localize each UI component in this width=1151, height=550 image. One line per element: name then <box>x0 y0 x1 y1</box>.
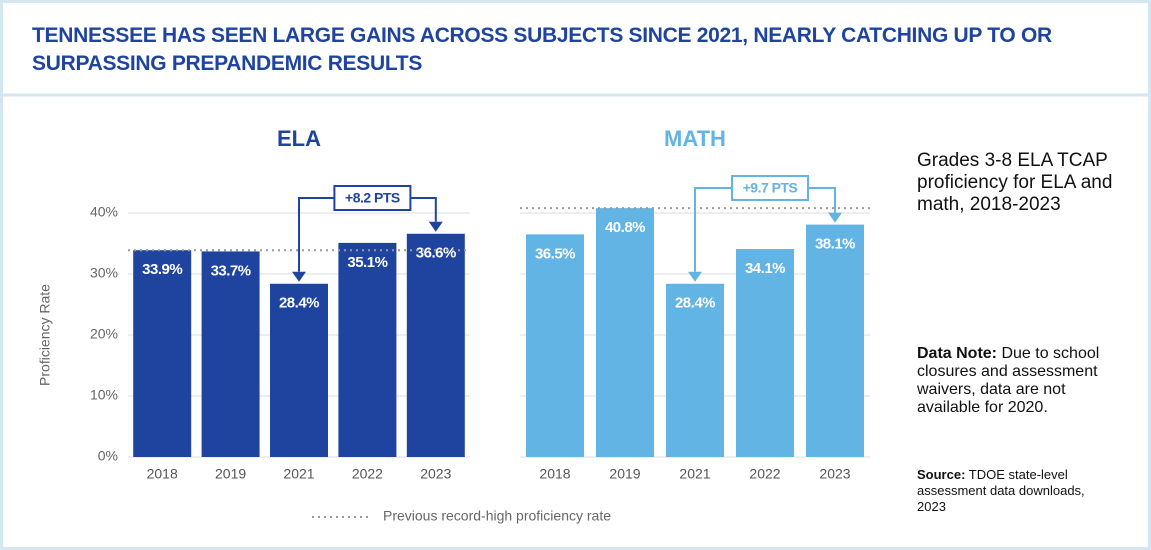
y-tick-label: 10% <box>90 387 118 403</box>
source-text: TDOE state-level assessment data downloa… <box>917 467 1085 514</box>
arrowhead <box>292 271 306 282</box>
value-label: 28.4% <box>279 295 319 312</box>
y-axis-label: Proficiency Rate <box>37 284 53 386</box>
bar <box>806 224 864 457</box>
x-tick-label: 2018 <box>539 466 570 482</box>
source: Source: TDOE state-level assessment data… <box>917 467 1112 515</box>
x-tick-label: 2019 <box>215 466 246 482</box>
bar <box>526 234 584 457</box>
annotation-box <box>333 185 412 211</box>
bar <box>338 242 397 457</box>
x-tick-label: 2021 <box>679 466 710 482</box>
y-tick-label: 20% <box>90 326 118 342</box>
y-tick-label: 0% <box>98 448 118 464</box>
value-label: 36.6% <box>416 245 456 262</box>
bar <box>596 208 654 457</box>
bar <box>666 283 724 457</box>
arrowhead <box>828 212 842 223</box>
value-label: 36.5% <box>535 245 575 262</box>
y-tick-label: 40% <box>90 204 118 220</box>
x-tick-label: 2022 <box>352 466 383 482</box>
bar <box>736 248 794 457</box>
source-label: Source: <box>917 467 966 482</box>
annotation-label: +9.7 PTS <box>743 180 798 196</box>
panel-title: ELA <box>277 126 321 151</box>
value-label: 33.9% <box>142 261 182 278</box>
x-tick-label: 2023 <box>819 466 850 482</box>
x-tick-label: 2021 <box>283 466 314 482</box>
note-label: Data Note: <box>917 345 998 362</box>
arrowhead <box>688 271 702 282</box>
value-label: 28.4% <box>675 295 715 312</box>
annotation-label: +8.2 PTS <box>345 190 400 206</box>
x-tick-label: 2018 <box>147 466 178 482</box>
title: TENNESSEE HAS SEEN LARGE GAINS ACROSS SU… <box>32 24 1052 75</box>
subtitle: Grades 3-8 ELA TCAP proficiency for ELA … <box>917 150 1113 215</box>
value-label: 38.1% <box>815 236 855 253</box>
x-tick-label: 2022 <box>749 466 780 482</box>
panel-title: MATH <box>664 126 726 151</box>
x-tick-label: 2023 <box>420 466 451 482</box>
data-note: Data Note: Due to school closures and as… <box>917 345 1112 417</box>
annotation-box <box>731 175 809 201</box>
x-tick-label: 2019 <box>609 466 640 482</box>
legend-label: Previous record-high proficiency rate <box>383 508 611 524</box>
bar <box>133 250 192 457</box>
bar <box>270 283 328 457</box>
value-label: 40.8% <box>605 219 645 236</box>
y-tick-label: 30% <box>90 265 118 281</box>
bar <box>406 233 465 457</box>
value-label: 33.7% <box>211 262 251 279</box>
value-label: 35.1% <box>347 254 387 271</box>
value-label: 34.1% <box>745 260 785 277</box>
note-text: Due to school closures and assessment wa… <box>917 345 1100 416</box>
bar <box>201 251 260 457</box>
arrowhead <box>428 221 443 232</box>
